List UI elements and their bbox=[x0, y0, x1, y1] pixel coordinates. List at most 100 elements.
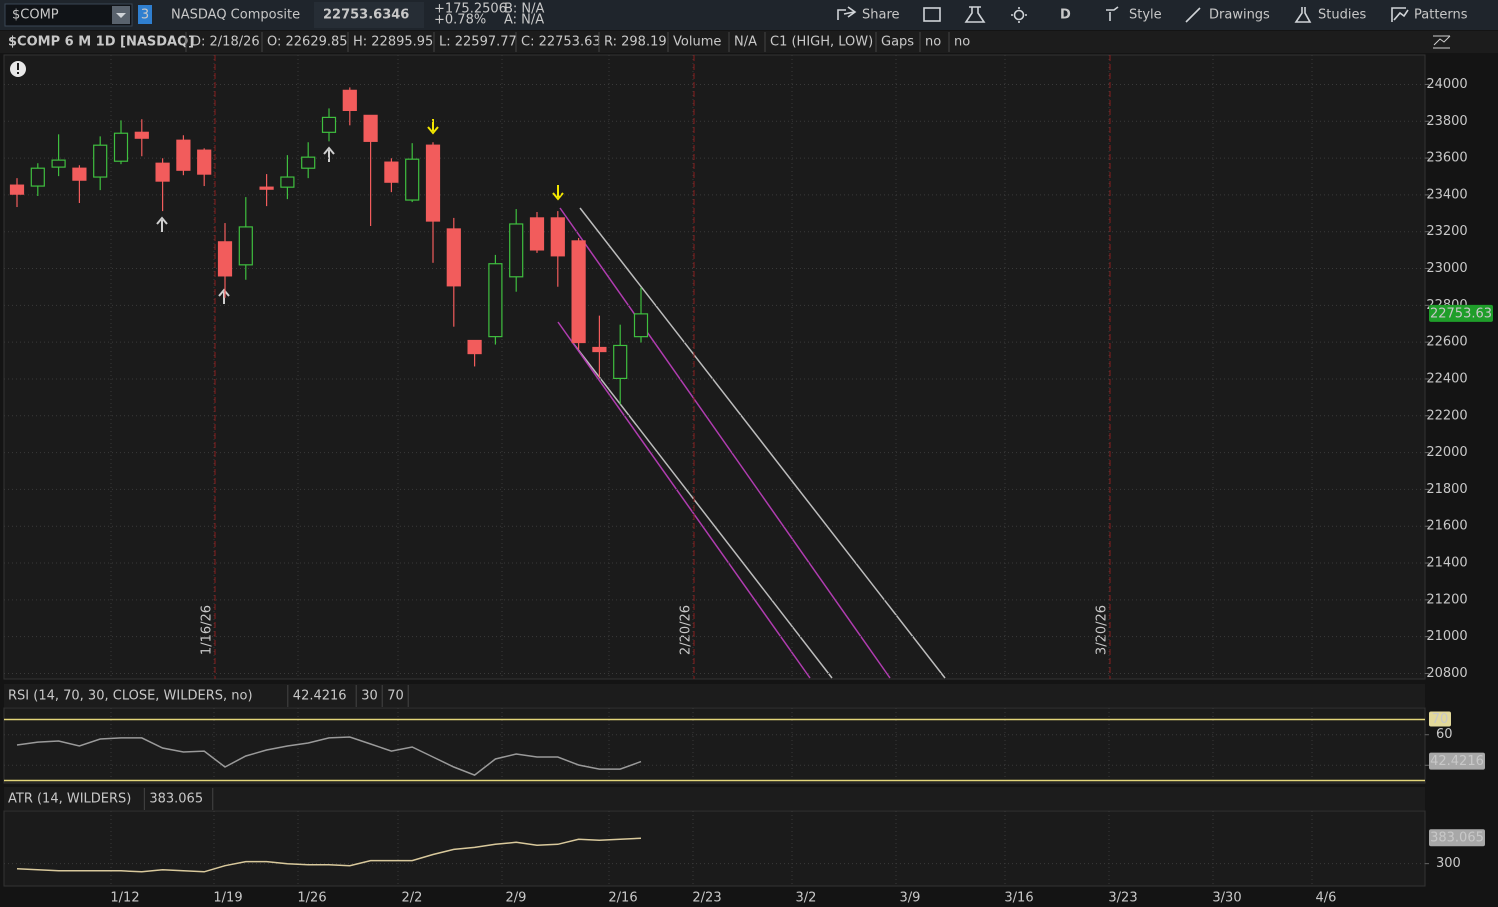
last-price-badge bbox=[1429, 304, 1493, 322]
study-badge-label: 42.4216 bbox=[1430, 754, 1484, 769]
rsi-panel bbox=[3, 707, 1426, 784]
toolbar-button[interactable]: Patterns bbox=[1414, 8, 1468, 23]
y-tick-label: 23000 bbox=[1426, 261, 1467, 276]
y-tick-label: 24000 bbox=[1426, 77, 1467, 92]
candle-body bbox=[134, 131, 149, 139]
last-price: 22753.6346 bbox=[323, 8, 409, 23]
x-tick-label: 1/12 bbox=[110, 891, 139, 906]
y-tick-label: 22600 bbox=[1426, 335, 1467, 350]
toolbar-button[interactable]: Studies bbox=[1318, 8, 1366, 23]
study-badge-label: 383.065 bbox=[1430, 831, 1484, 846]
atr-header bbox=[4, 787, 1425, 810]
study-field: no bbox=[925, 35, 941, 50]
candle-body bbox=[301, 156, 316, 169]
candle-body bbox=[425, 144, 441, 222]
expiration-label: 2/20/26 bbox=[679, 605, 694, 655]
candle-body bbox=[51, 159, 66, 168]
toolbar-button[interactable]: D bbox=[1060, 8, 1071, 23]
study-field: D: 2/18/26 bbox=[191, 35, 260, 50]
alert-mark bbox=[17, 63, 19, 70]
candle-body bbox=[155, 162, 170, 182]
study-level: 30 bbox=[361, 689, 378, 704]
link-badge[interactable] bbox=[138, 5, 152, 24]
study-level: 70 bbox=[387, 689, 404, 704]
study-value: 383.065 bbox=[149, 792, 203, 807]
candle-body bbox=[176, 139, 191, 171]
toolbar-button[interactable]: Style bbox=[1129, 8, 1162, 23]
study-title: ATR (14, WILDERS) bbox=[8, 792, 131, 807]
dropdown-arrow bbox=[116, 13, 126, 18]
candle-body bbox=[72, 167, 87, 181]
candle-body bbox=[571, 240, 586, 344]
net-change: +175.2506 bbox=[434, 2, 507, 17]
x-tick-label: 3/23 bbox=[1108, 891, 1137, 906]
symbol-box[interactable] bbox=[4, 3, 133, 27]
study-field: R: 298.19 bbox=[604, 35, 667, 50]
candle-body bbox=[363, 114, 378, 142]
study-value: 42.4216 bbox=[293, 689, 347, 704]
link-badge-text: 3 bbox=[141, 8, 149, 23]
rsi-header bbox=[4, 684, 1425, 707]
candle-body bbox=[342, 89, 357, 112]
candle-body bbox=[217, 241, 233, 277]
y-tick-label: 21800 bbox=[1426, 482, 1467, 497]
candle-body bbox=[529, 217, 545, 251]
x-tick-label: 3/9 bbox=[900, 891, 921, 906]
x-tick-label: 1/19 bbox=[213, 891, 242, 906]
x-tick-label: 1/26 bbox=[297, 891, 326, 906]
study-title: RSI (14, 70, 30, CLOSE, WILDERS, no) bbox=[8, 689, 253, 704]
study-field: C1 (HIGH, LOW) bbox=[770, 35, 873, 50]
y-tick-label: 23400 bbox=[1426, 187, 1467, 202]
last-box bbox=[314, 2, 424, 28]
y-tick-label: 23600 bbox=[1426, 151, 1467, 166]
axis-corner bbox=[1425, 31, 1498, 53]
x-tick-label: 4/6 bbox=[1316, 891, 1337, 906]
study-field: H: 22895.95 bbox=[353, 35, 433, 50]
expiration-label: 3/20/26 bbox=[1095, 605, 1110, 655]
candle-body bbox=[321, 116, 337, 133]
candle-body bbox=[113, 132, 129, 162]
toolbar-button[interactable]: Drawings bbox=[1209, 8, 1270, 23]
pct-change: +0.78% bbox=[434, 13, 486, 28]
y-tick-label: 23200 bbox=[1426, 224, 1467, 239]
price-panel bbox=[3, 54, 1426, 680]
candle-body bbox=[259, 186, 274, 190]
alert-dot bbox=[17, 72, 19, 74]
y-tick-label: 21600 bbox=[1426, 519, 1467, 534]
toolbar bbox=[0, 0, 1498, 30]
expiration-label: 1/16/26 bbox=[200, 605, 215, 655]
study-title: $COMP 6 M 1D [NASDAQ] bbox=[8, 35, 194, 50]
candle-body bbox=[509, 223, 524, 278]
study-line bbox=[16, 736, 642, 776]
description: NASDAQ Composite bbox=[171, 8, 300, 23]
study-badge bbox=[1429, 829, 1485, 847]
toolbar-button[interactable]: Share bbox=[862, 8, 900, 23]
x-tick-label: 2/9 bbox=[506, 891, 527, 906]
x-tick-label: 2/16 bbox=[608, 891, 637, 906]
study-field: O: 22629.85 bbox=[267, 35, 348, 50]
candle-body bbox=[550, 217, 565, 257]
study-bar bbox=[0, 31, 1425, 53]
study-field: N/A bbox=[734, 35, 757, 50]
y-tick-label: 22000 bbox=[1426, 445, 1467, 460]
candle-body bbox=[93, 144, 108, 178]
study-field: C: 22753.63 bbox=[521, 35, 601, 50]
y-tick-label: 21400 bbox=[1426, 556, 1467, 571]
x-tick-label: 3/16 bbox=[1004, 891, 1033, 906]
study-line bbox=[16, 837, 642, 873]
bid: B: N/A bbox=[504, 2, 545, 17]
atr-panel bbox=[3, 810, 1426, 887]
symbol[interactable]: $COMP bbox=[12, 8, 59, 23]
candle-body bbox=[633, 313, 649, 338]
candle-body bbox=[384, 161, 399, 183]
y-tick-label: 20800 bbox=[1426, 666, 1467, 681]
candle-body bbox=[446, 228, 461, 287]
study-field: L: 22597.77 bbox=[439, 35, 517, 50]
y-tick-label: 22400 bbox=[1426, 371, 1467, 386]
study-field: Gaps bbox=[881, 35, 914, 50]
scale-icon[interactable] bbox=[1433, 35, 1451, 49]
y-tick-label: 23800 bbox=[1426, 114, 1467, 129]
candle-body bbox=[238, 226, 253, 266]
x-tick-label: 2/2 bbox=[402, 891, 423, 906]
